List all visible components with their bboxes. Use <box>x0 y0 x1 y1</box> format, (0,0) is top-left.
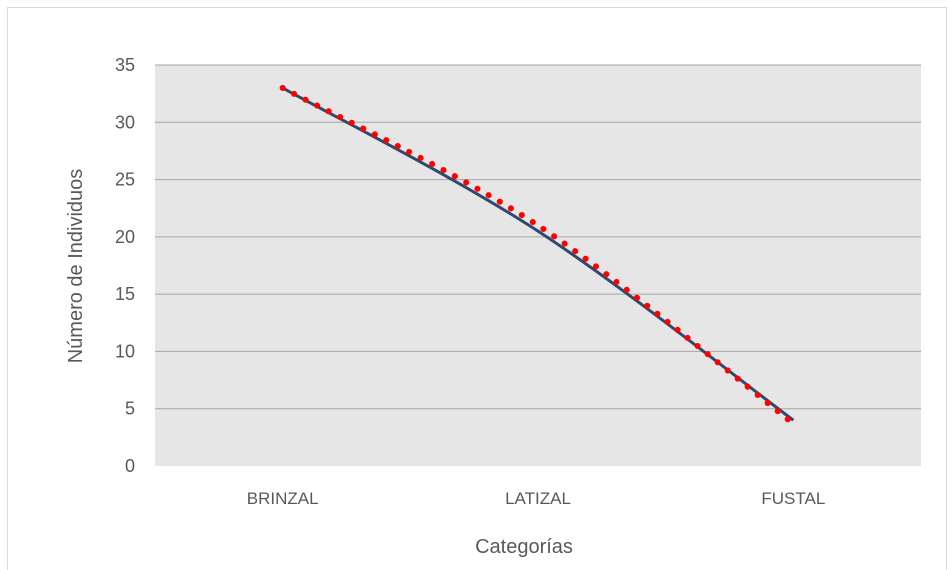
x-tick-label: BRINZAL <box>247 489 319 508</box>
data-line-series <box>281 86 795 422</box>
series-layer <box>279 84 797 427</box>
y-tick-label: 10 <box>115 341 135 361</box>
x-axis: BRINZAL LATIZAL FUSTAL <box>247 489 826 508</box>
y-tick-label: 5 <box>125 399 135 419</box>
y-tick-label: 20 <box>115 227 135 247</box>
x-axis-title: Categorías <box>475 536 573 558</box>
y-tick-label: 30 <box>115 112 135 132</box>
y-tick-label: 0 <box>125 456 135 476</box>
y-tick-label: 15 <box>115 284 135 304</box>
x-tick-label: LATIZAL <box>505 489 571 508</box>
y-tick-label: 35 <box>115 55 135 75</box>
y-axis: 0 5 10 15 20 25 30 35 <box>115 55 135 476</box>
x-tick-label: FUSTAL <box>761 489 825 508</box>
plot-area <box>155 65 921 466</box>
chart-frame <box>7 7 947 570</box>
y-axis-title: Número de Individuos <box>65 169 87 364</box>
gridlines <box>155 64 921 410</box>
y-tick-label: 25 <box>115 170 135 190</box>
